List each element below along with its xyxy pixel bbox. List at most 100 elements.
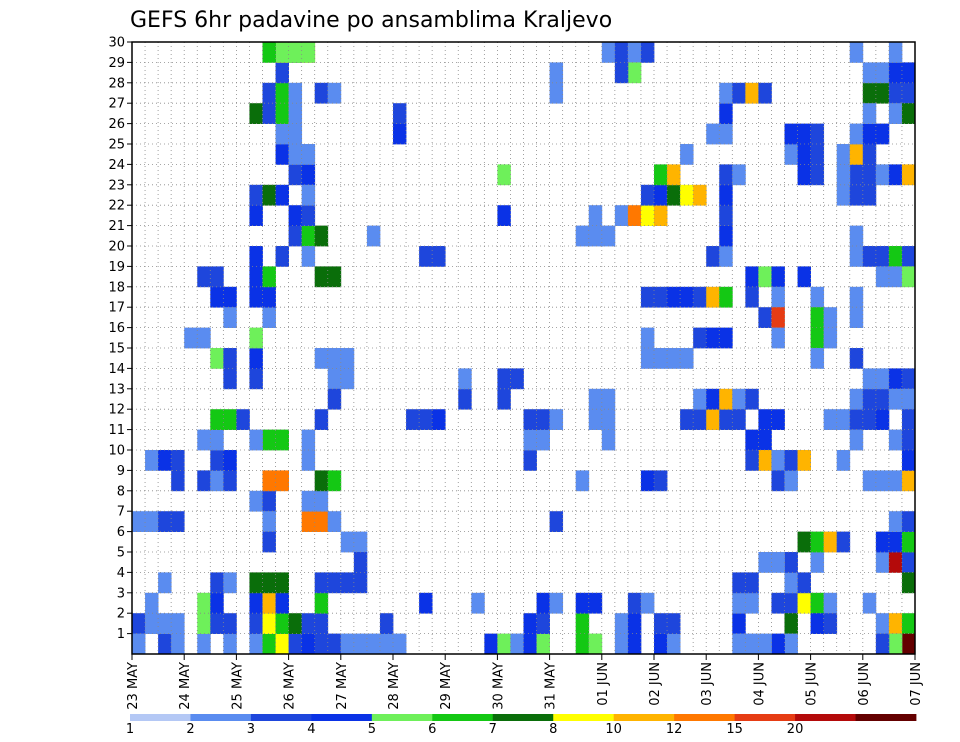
heatmap-cell bbox=[549, 409, 564, 430]
y-tick-label: 23 bbox=[108, 178, 125, 193]
heatmap-cell bbox=[288, 613, 303, 634]
heatmap-cell bbox=[784, 613, 798, 634]
heatmap-cell bbox=[667, 613, 681, 634]
heatmap-cell bbox=[706, 123, 720, 145]
heatmap-cell bbox=[627, 633, 642, 655]
x-tick-label: 25 MAY bbox=[230, 662, 245, 710]
heatmap-cell bbox=[314, 225, 329, 247]
heatmap-cell bbox=[601, 225, 616, 247]
heatmap-cell bbox=[849, 307, 864, 328]
heatmap-cell bbox=[654, 348, 668, 369]
heatmap-cell bbox=[601, 429, 616, 451]
heatmap-cell bbox=[654, 286, 668, 308]
colorbar-swatch bbox=[492, 714, 554, 721]
heatmap-cell bbox=[797, 164, 811, 186]
heatmap-cell bbox=[497, 388, 511, 410]
x-tick-label: 28 MAY bbox=[387, 662, 402, 710]
heatmap-cell bbox=[497, 633, 511, 655]
heatmap-cell bbox=[888, 633, 903, 655]
heatmap-cell bbox=[236, 409, 250, 430]
heatmap-cell bbox=[210, 348, 224, 369]
heatmap-cell bbox=[171, 470, 185, 492]
heatmap-cell bbox=[627, 205, 642, 226]
heatmap-cell bbox=[210, 266, 224, 288]
x-tick-label: 27 MAY bbox=[335, 662, 350, 710]
heatmap-cell bbox=[575, 592, 590, 614]
heatmap-cell bbox=[288, 123, 303, 145]
heatmap-cell bbox=[758, 633, 772, 655]
heatmap-cell bbox=[784, 144, 798, 165]
heatmap-cell bbox=[327, 388, 342, 410]
heatmap-cell bbox=[888, 103, 903, 124]
heatmap-cell bbox=[810, 144, 825, 165]
heatmap-cell bbox=[158, 613, 172, 634]
heatmap-cell bbox=[810, 613, 825, 634]
heatmap-cell bbox=[197, 327, 211, 349]
heatmap-cell bbox=[693, 327, 707, 349]
heatmap-cell bbox=[327, 266, 342, 288]
heatmap-cell bbox=[693, 286, 707, 308]
heatmap-cell bbox=[680, 286, 694, 308]
heatmap-cell bbox=[171, 633, 185, 655]
heatmap-cell bbox=[588, 225, 603, 247]
x-tick-label: 06 JUN bbox=[857, 662, 872, 706]
colorbar-swatch bbox=[553, 714, 615, 721]
heatmap-cell bbox=[706, 388, 720, 410]
heatmap-cell bbox=[601, 388, 616, 410]
heatmap-cell bbox=[901, 552, 916, 573]
heatmap-cell bbox=[288, 82, 303, 104]
heatmap-cell bbox=[262, 531, 276, 553]
heatmap-cell bbox=[875, 552, 890, 573]
y-tick-label: 6 bbox=[117, 525, 125, 540]
heatmap-cell bbox=[275, 470, 289, 492]
heatmap-cell bbox=[158, 511, 172, 532]
heatmap-cell bbox=[536, 409, 550, 430]
heatmap-cell bbox=[849, 123, 864, 145]
heatmap-cell bbox=[314, 348, 329, 369]
heatmap-cell bbox=[745, 633, 759, 655]
heatmap-cell bbox=[340, 633, 355, 655]
y-tick-label: 16 bbox=[108, 321, 125, 336]
heatmap-cell bbox=[758, 450, 772, 471]
heatmap-cell bbox=[145, 450, 159, 471]
colorbar-label: 3 bbox=[247, 722, 255, 737]
heatmap-cell bbox=[745, 592, 759, 614]
heatmap-cell bbox=[575, 613, 590, 634]
heatmap-cell bbox=[823, 613, 838, 634]
heatmap-cell bbox=[210, 592, 224, 614]
heatmap-cell bbox=[875, 368, 890, 390]
heatmap-cell bbox=[888, 429, 903, 451]
heatmap-cell bbox=[588, 409, 603, 430]
heatmap-cell bbox=[419, 409, 433, 430]
heatmap-cell bbox=[901, 82, 916, 104]
heatmap-cell bbox=[327, 470, 342, 492]
heatmap-cell bbox=[158, 633, 172, 655]
heatmap-cell bbox=[810, 552, 825, 573]
heatmap-cell bbox=[275, 123, 289, 145]
heatmap-cell bbox=[249, 103, 263, 124]
heatmap-cell bbox=[393, 103, 407, 124]
heatmap-cell bbox=[797, 450, 811, 471]
colorbar-label: 12 bbox=[666, 722, 683, 737]
heatmap-cell bbox=[888, 266, 903, 288]
heatmap-cell bbox=[901, 62, 916, 84]
y-axis-ticks: 1234567891011121314151617181920212223242… bbox=[108, 36, 132, 642]
y-tick-label: 21 bbox=[108, 219, 125, 234]
heatmap-cell bbox=[353, 552, 368, 573]
heatmap-cell bbox=[654, 613, 668, 634]
heatmap-cell bbox=[693, 388, 707, 410]
heatmap-cell bbox=[575, 633, 590, 655]
heatmap-cell bbox=[797, 592, 811, 614]
heatmap-cell bbox=[732, 613, 746, 634]
heatmap-cell bbox=[810, 348, 825, 369]
heatmap-cell bbox=[849, 225, 864, 247]
y-tick-label: 25 bbox=[108, 138, 125, 153]
heatmap-cell bbox=[849, 286, 864, 308]
heatmap-cell bbox=[145, 613, 159, 634]
heatmap-cell bbox=[523, 429, 537, 451]
heatmap-cell bbox=[249, 592, 263, 614]
heatmap-cell bbox=[771, 266, 785, 288]
heatmap-cell bbox=[901, 470, 916, 492]
colorbar-label: 5 bbox=[368, 722, 376, 737]
heatmap-cell bbox=[223, 450, 237, 471]
